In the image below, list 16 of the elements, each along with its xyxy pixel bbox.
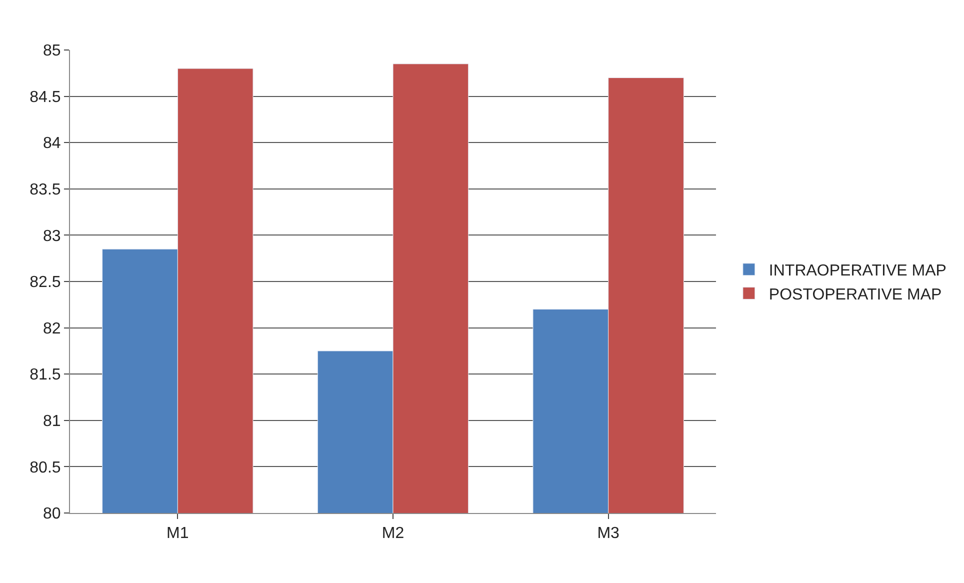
y-tick-label: 82 <box>43 320 61 338</box>
y-tick-label: 84.5 <box>30 88 61 106</box>
y-tick-label: 81 <box>43 413 61 430</box>
y-tick-label: 80 <box>43 506 61 523</box>
y-tick-label: 81.5 <box>30 366 61 384</box>
y-tick-label: 84 <box>43 135 61 152</box>
y-tick-label: 83.5 <box>30 182 61 198</box>
y-tick-label: 82.5 <box>30 274 61 292</box>
y-tick-label: 83 <box>43 228 61 245</box>
legend-label: INTRAOPERATIVE MAP <box>768 262 946 280</box>
y-tick-label: 80.5 <box>30 459 61 476</box>
legend-label: POSTOPERATIVE MAP <box>768 286 942 304</box>
x-tick-label: M3 <box>597 525 620 542</box>
x-tick-label: M2 <box>382 525 404 542</box>
y-tick-label: 85 <box>43 42 61 60</box>
x-tick-label: M1 <box>166 525 189 542</box>
